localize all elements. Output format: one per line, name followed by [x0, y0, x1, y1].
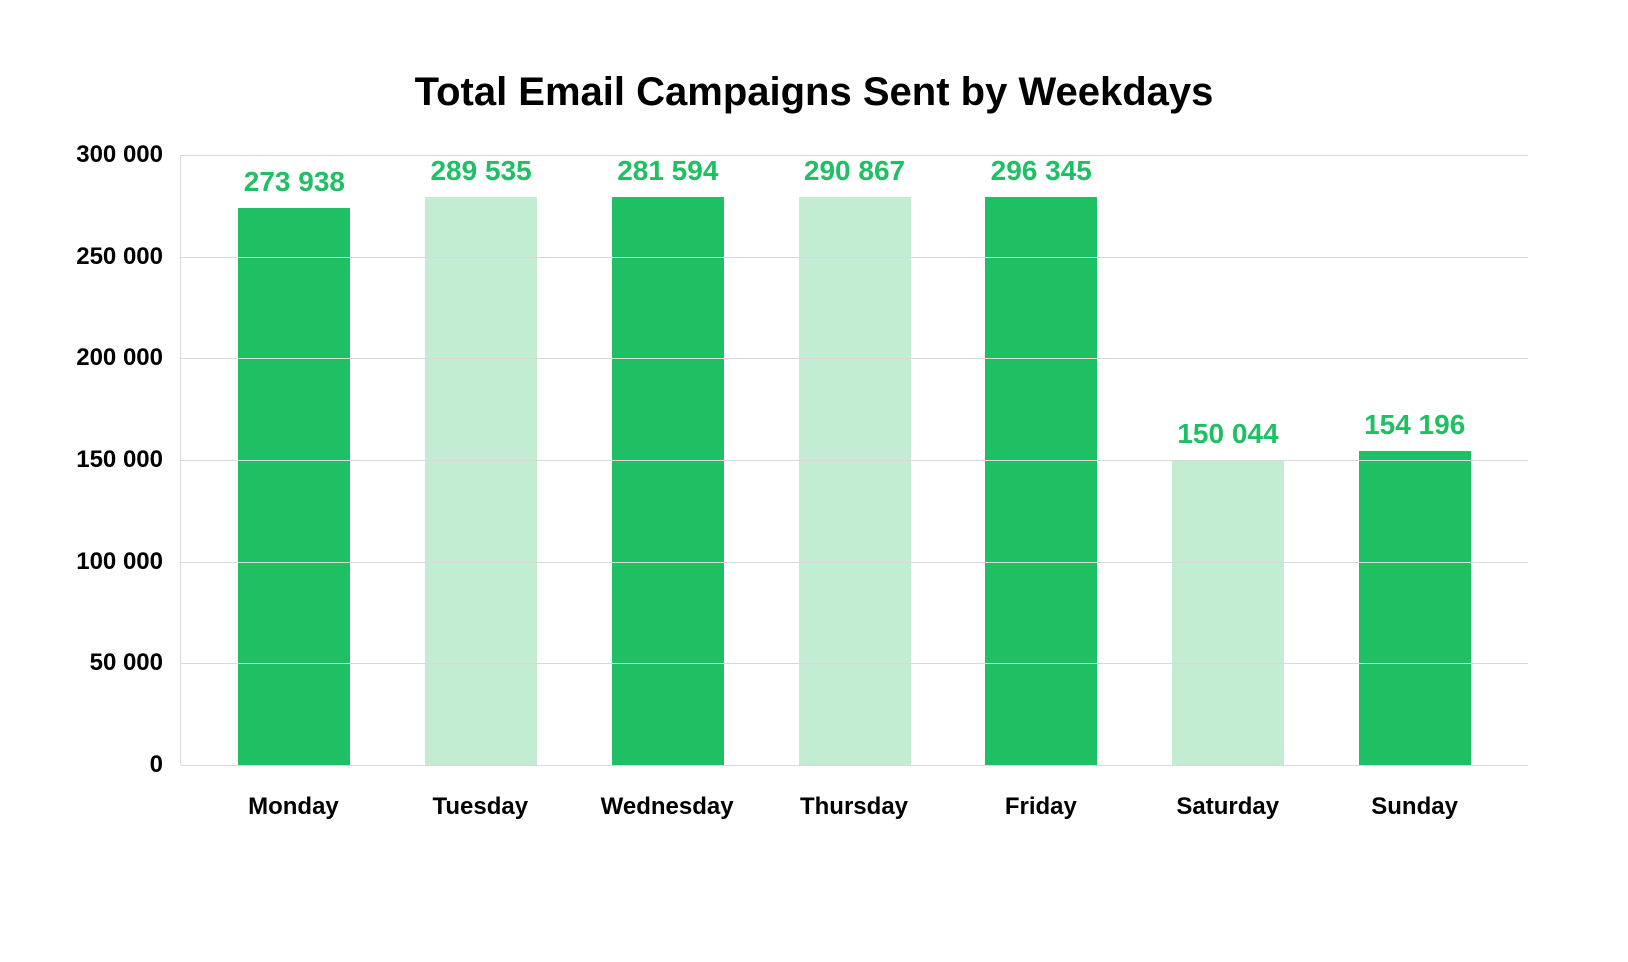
bar: [985, 197, 1097, 765]
bar-value-label: 154 196: [1364, 409, 1465, 441]
x-axis-label: Wednesday: [574, 793, 761, 821]
y-tick-label: 0: [150, 751, 181, 779]
bar: [799, 197, 911, 765]
gridline: [181, 460, 1528, 461]
y-tick-label: 200 000: [76, 344, 181, 372]
bar: [612, 197, 724, 765]
plot-area: 273 938 289 535 281 594 290 867 296 345 150 0…: [180, 155, 1528, 765]
x-axis-label: Friday: [947, 793, 1134, 821]
y-tick-label: 100 000: [76, 548, 181, 576]
x-axis-label: Tuesday: [387, 793, 574, 821]
y-tick-label: 300 000: [76, 141, 181, 169]
gridline: [181, 155, 1528, 156]
gridline: [181, 562, 1528, 563]
bar: [425, 197, 537, 765]
y-tick-label: 150 000: [76, 446, 181, 474]
x-axis-labels: MondayTuesdayWednesdayThursdayFridaySatu…: [180, 765, 1528, 821]
bar: [1172, 460, 1284, 765]
x-axis-label: Sunday: [1321, 793, 1508, 821]
y-tick-label: 50 000: [90, 649, 181, 677]
x-axis-label: Monday: [200, 793, 387, 821]
x-axis-label: Thursday: [761, 793, 948, 821]
x-axis-label: Saturday: [1134, 793, 1321, 821]
bar-value-label: 296 345: [991, 155, 1092, 187]
gridline: [181, 257, 1528, 258]
bar: [238, 208, 350, 765]
gridline: [181, 663, 1528, 664]
gridline: [181, 358, 1528, 359]
y-tick-label: 250 000: [76, 243, 181, 271]
bar-value-label: 273 938: [244, 166, 345, 198]
bar-value-label: 290 867: [804, 155, 905, 187]
chart-title: Total Email Campaigns Sent by Weekdays: [60, 70, 1568, 115]
bar-value-label: 150 044: [1177, 418, 1278, 450]
bar: [1359, 451, 1471, 765]
chart-container: Total Email Campaigns Sent by Weekdays 2…: [0, 0, 1628, 962]
gridline: [181, 765, 1528, 766]
bar-value-label: 281 594: [617, 155, 718, 187]
bar-value-label: 289 535: [430, 155, 531, 187]
